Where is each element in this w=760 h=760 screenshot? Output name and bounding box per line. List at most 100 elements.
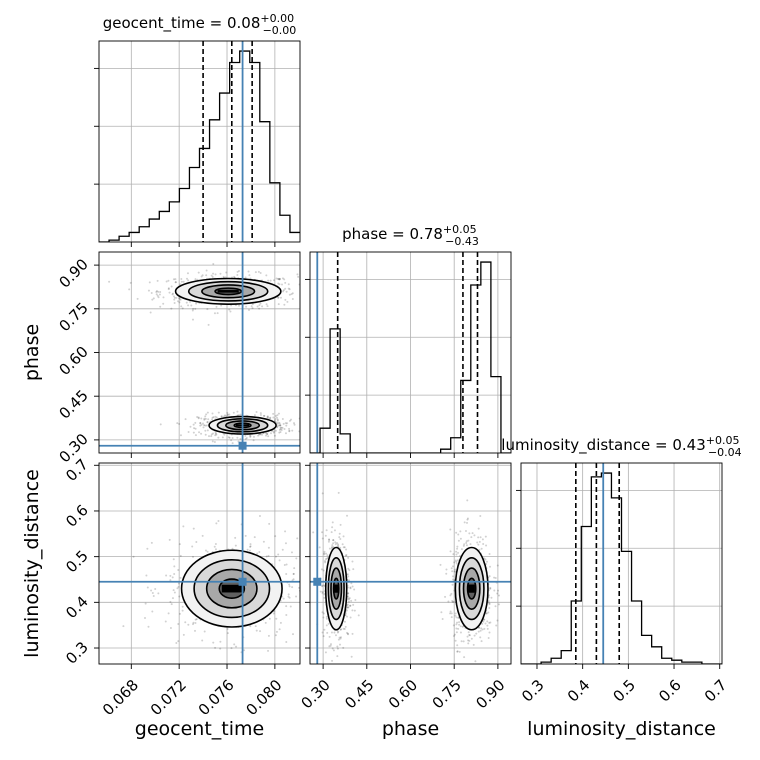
panel-background	[521, 463, 722, 664]
sample-point	[473, 634, 476, 637]
sample-point	[444, 595, 447, 598]
sample-point	[331, 544, 334, 547]
sample-point	[477, 536, 480, 539]
sample-point	[175, 642, 178, 645]
sample-point	[449, 594, 452, 597]
sample-point	[452, 624, 455, 627]
sample-point	[276, 414, 279, 417]
sample-point	[331, 545, 334, 548]
sample-point	[277, 278, 280, 281]
y-axis-label-luminosity_distance: luminosity_distance	[21, 469, 43, 658]
sample-point	[331, 647, 334, 650]
sample-point	[192, 621, 195, 624]
sample-point	[296, 273, 299, 276]
sample-point	[450, 567, 453, 570]
sample-point	[187, 623, 190, 626]
sample-point	[171, 576, 174, 579]
sample-point	[182, 633, 185, 636]
sample-point	[450, 592, 453, 595]
sample-point	[290, 551, 293, 554]
sample-point	[495, 624, 498, 627]
sample-point	[342, 646, 345, 649]
sample-point	[257, 434, 260, 437]
sample-point	[451, 600, 454, 603]
sample-point	[199, 424, 202, 427]
sample-point	[288, 430, 291, 433]
sample-point	[455, 562, 458, 565]
sample-point	[252, 435, 255, 438]
sample-point	[478, 540, 481, 543]
sample-point	[281, 548, 284, 551]
sample-point	[228, 308, 231, 311]
sample-point	[349, 604, 352, 607]
sample-point	[262, 414, 265, 417]
sample-point	[288, 293, 291, 296]
sample-point	[333, 631, 336, 634]
sample-point	[486, 620, 489, 623]
sample-point	[279, 621, 282, 624]
sample-point	[349, 587, 352, 590]
sample-point	[338, 532, 341, 535]
sample-point	[263, 414, 266, 417]
sample-point	[440, 611, 443, 614]
sample-point	[324, 534, 327, 537]
sample-point	[152, 595, 155, 598]
sample-point	[267, 279, 270, 282]
sample-point	[347, 598, 350, 601]
sample-point	[339, 643, 342, 646]
sample-point	[155, 290, 158, 293]
sample-point	[339, 523, 342, 526]
sample-point	[272, 430, 275, 433]
sample-point	[324, 651, 327, 654]
sample-point	[272, 416, 275, 419]
sample-point	[164, 620, 167, 623]
sample-point	[172, 589, 175, 592]
sample-point	[337, 543, 340, 546]
sample-point	[349, 586, 352, 589]
sample-point	[170, 603, 173, 606]
sample-point	[146, 547, 149, 550]
sample-point	[248, 549, 251, 552]
sample-point	[301, 426, 303, 428]
sample-point	[454, 559, 457, 562]
sample-point	[322, 616, 325, 619]
sample-point	[293, 567, 296, 570]
sample-point	[341, 543, 344, 546]
sample-point	[201, 422, 204, 425]
sample-point	[466, 521, 469, 524]
sample-point	[259, 630, 262, 633]
sample-point	[216, 312, 219, 315]
sample-point	[278, 559, 281, 562]
sample-point	[194, 434, 197, 437]
sample-point	[179, 576, 182, 579]
sample-point	[214, 431, 217, 434]
sample-point	[488, 602, 491, 605]
sample-point	[278, 277, 281, 280]
x-tick-label: 0.4	[564, 676, 594, 706]
sample-point	[226, 411, 229, 414]
sample-point	[452, 600, 455, 603]
sample-point	[288, 419, 291, 422]
sample-point	[259, 412, 262, 415]
sample-point	[288, 429, 291, 432]
sample-point	[219, 272, 222, 275]
panel-frame	[98, 40, 301, 243]
sample-point	[348, 597, 351, 600]
sample-point	[238, 304, 241, 307]
sample-point	[220, 415, 223, 418]
sample-point	[330, 631, 333, 634]
sample-point	[477, 543, 480, 546]
sample-point	[449, 610, 452, 613]
sample-point	[264, 621, 267, 624]
y-tick-label: 0.4	[62, 592, 92, 622]
sample-point	[274, 429, 277, 432]
sample-point	[275, 630, 278, 633]
sample-point	[272, 431, 275, 434]
sample-point	[323, 628, 326, 631]
sample-point	[474, 660, 477, 663]
sample-point	[287, 593, 290, 596]
sample-point	[486, 624, 489, 627]
sample-point	[228, 436, 231, 439]
sample-point	[324, 560, 327, 563]
sample-point	[466, 518, 469, 521]
